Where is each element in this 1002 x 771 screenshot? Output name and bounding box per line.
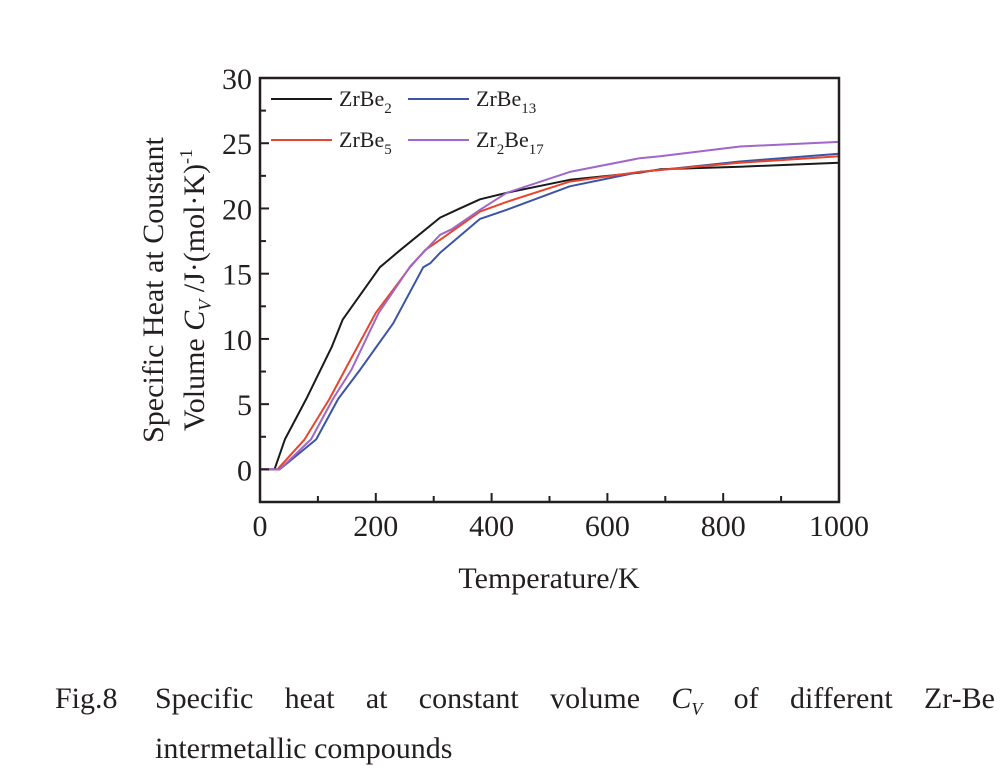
legend-label-sub: 2 — [384, 101, 392, 117]
y-axis-units-sup: -1 — [176, 149, 196, 164]
legend-label-main: ZrBe — [339, 86, 384, 111]
legend-label-main: ZrBe — [476, 86, 521, 111]
legend-label-sub: 13 — [521, 101, 536, 117]
legend-item-ZrBe13: ZrBe13 — [408, 86, 536, 117]
y-tick-label: 0 — [237, 454, 252, 487]
legend-label: ZrBe5 — [339, 127, 392, 158]
caption-symbol: C — [671, 682, 692, 715]
ticks — [259, 77, 840, 502]
y-axis-title: Specific Heat at Coustant — [137, 136, 170, 442]
x-axis-title: Temperature/K — [458, 562, 639, 595]
series-line-Zr2Be17 — [260, 140, 840, 471]
y-axis-title-volume: Volume — [178, 331, 211, 431]
caption-label: Fig.8 — [55, 682, 118, 715]
y-tick-label: 30 — [222, 63, 252, 96]
legend-label-sub: 2 — [497, 142, 505, 158]
legend-item-ZrBe2: ZrBe2 — [271, 86, 392, 117]
y-axis-symbol-sub: V — [195, 298, 215, 311]
x-tick-label: 200 — [353, 510, 398, 543]
caption-symbol-sub: V — [691, 699, 703, 719]
x-tick-label: 600 — [585, 510, 630, 543]
legend-label-main: ZrBe — [339, 127, 384, 152]
y-tick-label: 5 — [237, 389, 252, 422]
caption-text-after: of different Zr-Be — [702, 682, 995, 715]
legend-item-ZrBe5: ZrBe5 — [271, 127, 392, 158]
plot-lines — [260, 140, 840, 471]
caption-line2: intermetallic compounds — [155, 732, 453, 765]
y-axis-symbol: C — [178, 310, 211, 331]
x-tick-label: 1000 — [809, 510, 869, 543]
series-line-ZrBe2 — [260, 161, 840, 471]
legend-label: ZrBe2 — [339, 86, 392, 117]
legend-label-main2: Be — [504, 127, 528, 152]
caption-text-before: Specific heat at constant volume — [155, 682, 672, 715]
y-tick-label: 25 — [222, 128, 252, 161]
legend-label: ZrBe13 — [476, 86, 536, 117]
legend-label: Zr2Be17 — [476, 127, 544, 158]
legend-label-sub: 5 — [384, 142, 392, 158]
caption-text: Specific heat at constant volume CV of d… — [155, 678, 995, 730]
x-tick-label: 400 — [469, 510, 514, 543]
y-axis-units: /J·(mol·K) — [178, 164, 211, 300]
y-tick-label: 10 — [222, 324, 252, 357]
y-axis-title-line1: Specific Heat at Coustant — [137, 136, 170, 442]
series-line-ZrBe13 — [260, 152, 840, 471]
x-tick-label: 0 — [253, 510, 268, 543]
y-axis-title-line2: Volume CV /J·(mol·K)-1 — [176, 149, 215, 431]
legend-label-sub2: 17 — [529, 142, 545, 158]
legend-item-Zr2Be17: Zr2Be17 — [408, 127, 544, 158]
y-axis-title-2: Volume CV /J·(mol·K)-1 — [176, 149, 215, 431]
legend-label-main: Zr — [476, 127, 497, 152]
y-tick-label: 20 — [222, 193, 252, 226]
x-tick-label: 800 — [701, 510, 746, 543]
series-line-ZrBe5 — [260, 155, 840, 471]
figure-caption: Fig.8 Specific heat at constant volume C… — [55, 678, 995, 770]
y-tick-label: 15 — [222, 259, 252, 292]
